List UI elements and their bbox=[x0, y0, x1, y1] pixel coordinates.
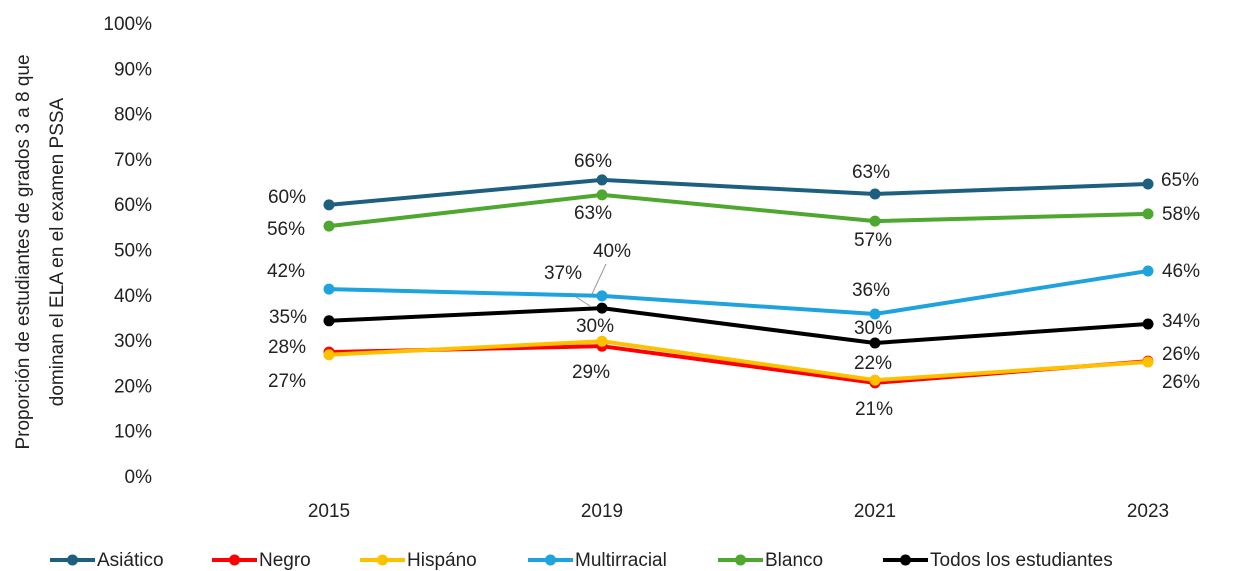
leader-line bbox=[591, 263, 607, 295]
data-point bbox=[323, 315, 335, 327]
data-label: 46% bbox=[1162, 261, 1200, 282]
legend-item: Todos los estudiantes bbox=[883, 550, 1113, 571]
data-label: 56% bbox=[267, 219, 305, 240]
y-tick-label: 50% bbox=[114, 241, 152, 262]
legend-item: Hispáno bbox=[360, 550, 477, 571]
legend-label: Multirracial bbox=[575, 550, 667, 571]
data-label: 21% bbox=[855, 399, 893, 420]
y-tick-label: 40% bbox=[114, 286, 152, 307]
data-label: 30% bbox=[854, 318, 892, 339]
data-label: 57% bbox=[854, 230, 892, 251]
legend-marker bbox=[735, 554, 746, 566]
data-label: 34% bbox=[1162, 311, 1200, 332]
data-label: 26% bbox=[1162, 344, 1200, 365]
data-point bbox=[869, 215, 881, 227]
data-point bbox=[869, 188, 881, 200]
legend-item: Asiático bbox=[50, 550, 164, 571]
data-point bbox=[1142, 178, 1154, 190]
data-point bbox=[596, 290, 608, 302]
y-tick-label: 30% bbox=[114, 331, 152, 352]
data-point bbox=[596, 335, 608, 347]
data-label: 63% bbox=[852, 162, 890, 183]
y-axis-title: Proporción de estudiantes de grados 3 a … bbox=[13, 54, 68, 449]
data-point bbox=[869, 308, 881, 320]
data-label: 26% bbox=[1162, 372, 1200, 393]
x-tick-label: 2021 bbox=[854, 501, 896, 522]
y-tick-label: 90% bbox=[114, 59, 152, 80]
y-axis-title-line: dominan el ELA en el examen PSSA bbox=[47, 97, 68, 406]
data-point bbox=[596, 302, 608, 314]
y-tick-label: 0% bbox=[125, 467, 153, 488]
series-line bbox=[328, 306, 1149, 346]
legend-item: Multirracial bbox=[528, 550, 667, 571]
data-label: 58% bbox=[1162, 204, 1200, 225]
data-label: 42% bbox=[267, 261, 305, 282]
data-label: 27% bbox=[268, 371, 306, 392]
data-label: 36% bbox=[852, 280, 890, 301]
data-point bbox=[596, 174, 608, 186]
series-line bbox=[328, 177, 1149, 207]
legend-label: Negro bbox=[259, 550, 311, 571]
data-point bbox=[323, 349, 335, 361]
data-point bbox=[596, 189, 608, 201]
legend-label: Blanco bbox=[765, 550, 823, 571]
data-label: 60% bbox=[268, 187, 306, 208]
data-label: 37% bbox=[544, 263, 582, 284]
series-line bbox=[328, 339, 1149, 383]
legend-label: Hispáno bbox=[407, 550, 477, 571]
series-line bbox=[328, 269, 1149, 317]
legend-item: Negro bbox=[212, 550, 311, 571]
data-label: 66% bbox=[574, 151, 612, 172]
data-point bbox=[1142, 356, 1154, 368]
y-tick-label: 80% bbox=[114, 105, 152, 126]
data-point bbox=[323, 283, 335, 295]
legend-marker bbox=[377, 554, 388, 566]
data-label: 63% bbox=[574, 203, 612, 224]
data-label: 22% bbox=[854, 353, 892, 374]
series-line bbox=[328, 192, 1149, 229]
legend-label: Todos los estudiantes bbox=[930, 550, 1113, 571]
legend-label: Asiático bbox=[97, 550, 164, 571]
data-point bbox=[869, 337, 881, 349]
data-label: 28% bbox=[268, 337, 306, 358]
y-tick-label: 70% bbox=[114, 150, 152, 171]
data-label: 35% bbox=[269, 307, 307, 328]
y-tick-label: 20% bbox=[114, 376, 152, 397]
data-point bbox=[869, 374, 881, 386]
x-tick-label: 2019 bbox=[581, 501, 623, 522]
legend-item: Blanco bbox=[718, 550, 823, 571]
legend-marker bbox=[67, 554, 78, 566]
data-point bbox=[1142, 265, 1154, 277]
legend-marker bbox=[900, 554, 911, 566]
data-label: 30% bbox=[576, 316, 614, 337]
data-point bbox=[1142, 208, 1154, 220]
y-tick-label: 60% bbox=[114, 195, 152, 216]
legend-marker bbox=[229, 554, 240, 566]
y-tick-label: 10% bbox=[114, 422, 152, 443]
data-label: 65% bbox=[1161, 170, 1199, 191]
x-tick-label: 2023 bbox=[1127, 501, 1169, 522]
x-tick-label: 2015 bbox=[308, 501, 350, 522]
data-label: 29% bbox=[572, 362, 610, 383]
series-line bbox=[328, 344, 1149, 385]
data-point bbox=[323, 220, 335, 232]
data-point bbox=[323, 199, 335, 211]
y-tick-label: 100% bbox=[103, 14, 152, 35]
data-point bbox=[1142, 318, 1154, 330]
y-axis-title-line: Proporción de estudiantes de grados 3 a … bbox=[13, 54, 34, 449]
data-label: 40% bbox=[593, 241, 631, 262]
legend-marker bbox=[545, 554, 556, 566]
